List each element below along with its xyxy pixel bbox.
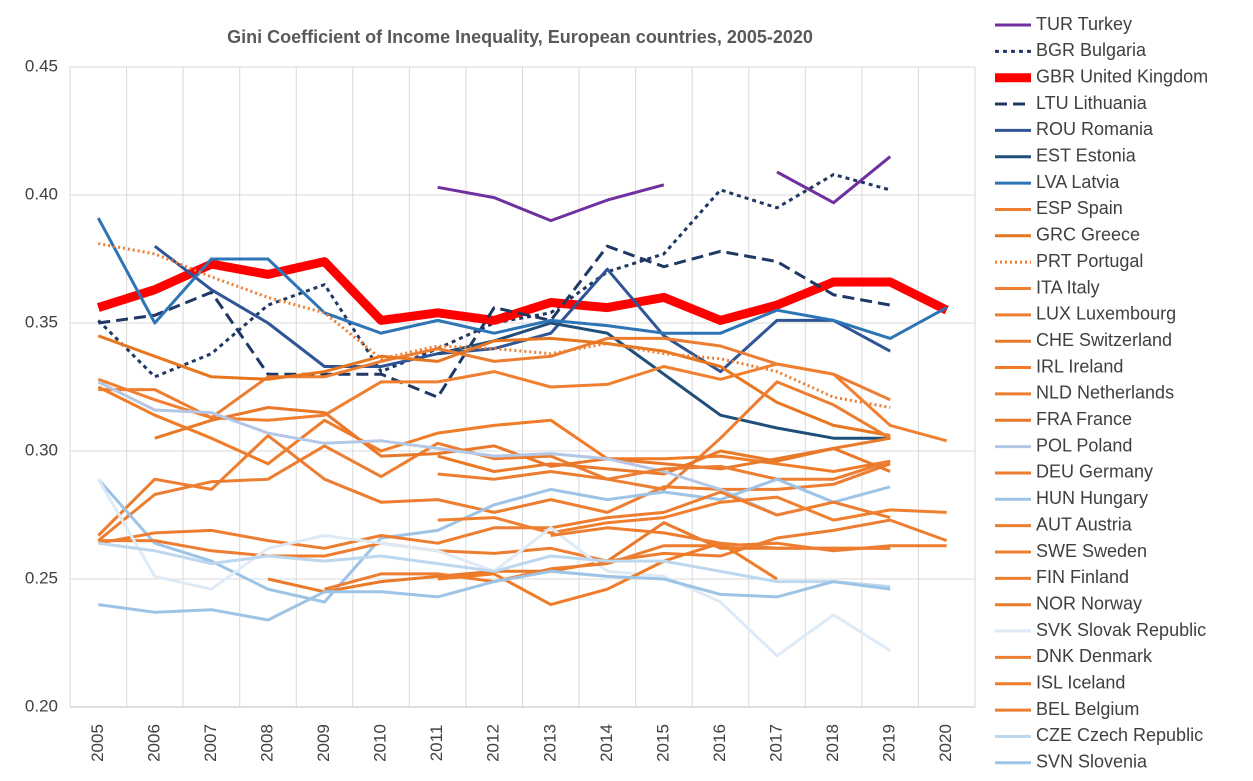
- x-tick-label: 2007: [201, 724, 220, 762]
- series-line: [550, 526, 891, 550]
- series-line: [98, 569, 891, 622]
- legend-label: CZE Czech Republic: [1036, 725, 1203, 745]
- x-tick-label: 2014: [597, 724, 616, 762]
- series-line: [98, 490, 891, 550]
- legend-label: TUR Turkey: [1036, 14, 1132, 34]
- legend-label: ISL Iceland: [1036, 673, 1125, 693]
- legend-label: FIN Finland: [1036, 567, 1129, 587]
- x-tick-label: 2010: [371, 724, 390, 762]
- legend-label: IRL Ireland: [1036, 356, 1123, 376]
- y-tick-label: 0.45: [25, 56, 58, 75]
- legend-label: BEL Belgium: [1036, 699, 1139, 719]
- x-tick-label: 2011: [427, 725, 446, 762]
- series-line: [97, 434, 891, 537]
- series-line: [97, 362, 948, 443]
- legend-label: LTU Lithuania: [1036, 93, 1148, 113]
- legend-label: ESP Spain: [1036, 198, 1123, 218]
- series-line: [437, 495, 947, 535]
- y-tick-label: 0.25: [25, 568, 58, 587]
- legend-label: SVK Slovak Republic: [1036, 620, 1206, 640]
- x-tick-label: 2008: [257, 724, 276, 762]
- series-line: [96, 257, 949, 325]
- y-tick-label: 0.40: [25, 184, 58, 203]
- x-tick-label: 2016: [710, 724, 729, 762]
- legend-label: SVN Slovenia: [1036, 752, 1148, 772]
- legend-label: GRC Greece: [1036, 225, 1140, 245]
- series-line: [98, 244, 891, 399]
- legend-label: ITA Italy: [1036, 277, 1100, 297]
- x-tick-label: 2012: [484, 724, 503, 762]
- x-tick-label: 2009: [314, 724, 333, 762]
- x-tick-label: 2018: [823, 724, 842, 762]
- series-line: [437, 155, 892, 223]
- legend-label: EST Estonia: [1036, 146, 1137, 166]
- y-tick-label: 0.35: [25, 312, 58, 331]
- legend-label: LUX Luxembourg: [1036, 304, 1176, 324]
- legend-label: AUT Austria: [1036, 514, 1133, 534]
- series-line: [97, 477, 891, 604]
- legend-label: FRA France: [1036, 409, 1132, 429]
- x-tick-label: 2013: [540, 724, 559, 762]
- legend-label: NOR Norway: [1036, 593, 1142, 613]
- y-tick-label: 0.20: [25, 696, 58, 715]
- x-tick-label: 2019: [880, 724, 899, 762]
- legend-label: SWE Sweden: [1036, 541, 1147, 561]
- legend-label: PRT Portugal: [1036, 251, 1143, 271]
- series-line: [97, 380, 891, 542]
- x-tick-label: 2017: [767, 724, 786, 762]
- legend-label: ROU Romania: [1036, 119, 1154, 139]
- x-tick-label: 2015: [653, 724, 672, 762]
- x-tick-label: 2020: [936, 724, 955, 762]
- legend-label: GBR United Kingdom: [1036, 66, 1208, 86]
- legend-label: LVA Latvia: [1036, 172, 1120, 192]
- series-line: [98, 541, 891, 589]
- series-line: [437, 321, 891, 440]
- series-line: [98, 336, 891, 420]
- legend-label: DNK Denmark: [1036, 646, 1153, 666]
- chart-title: Gini Coefficient of Income Inequality, E…: [227, 27, 813, 47]
- y-tick-label: 0.30: [25, 440, 58, 459]
- series-line: [97, 334, 891, 438]
- legend-label: CHE Switzerland: [1036, 330, 1172, 350]
- legend-label: POL Poland: [1036, 435, 1132, 455]
- series-line: [97, 380, 778, 517]
- series-line: [96, 217, 948, 340]
- x-tick-label: 2006: [144, 724, 163, 762]
- legend-label: NLD Netherlands: [1036, 383, 1174, 403]
- x-tick-label: 2005: [88, 724, 107, 762]
- series-line: [324, 541, 947, 591]
- legend-label: HUN Hungary: [1036, 488, 1148, 508]
- legend-label: DEU Germany: [1036, 462, 1153, 482]
- series-line: [437, 459, 891, 481]
- legend-label: BGR Bulgaria: [1036, 40, 1147, 60]
